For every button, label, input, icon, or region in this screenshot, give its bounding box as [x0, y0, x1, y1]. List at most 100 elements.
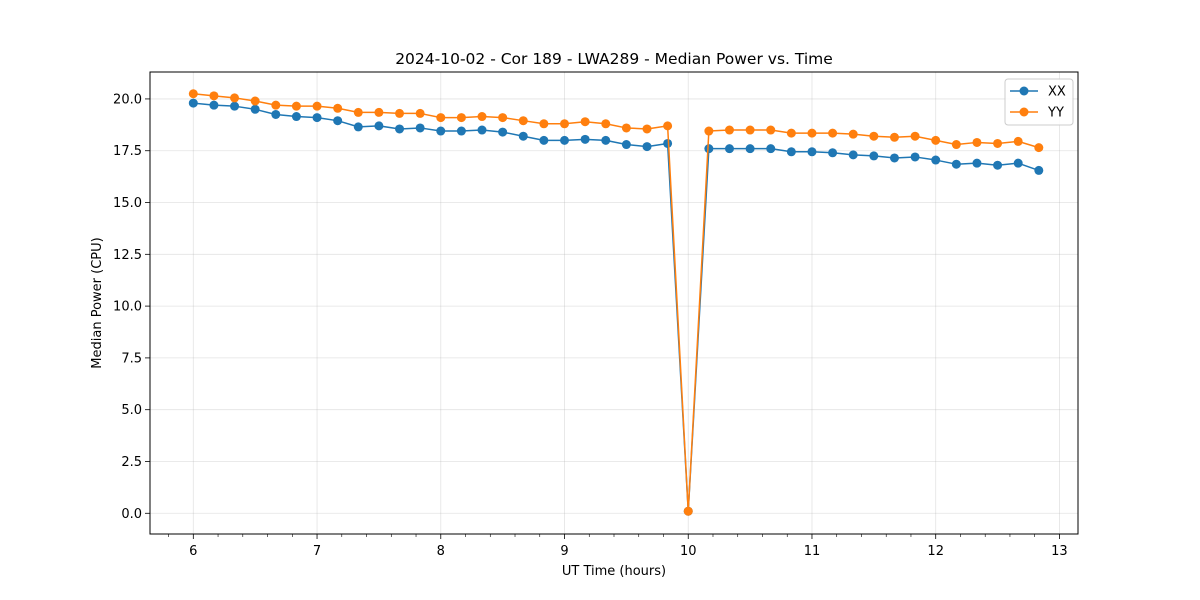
data-point-yy [663, 121, 673, 131]
chart-title: 2024-10-02 - Cor 189 - LWA289 - Median P… [395, 50, 833, 68]
data-point-xx [230, 101, 240, 111]
data-point-yy [518, 116, 528, 126]
data-point-yy [1013, 136, 1023, 146]
data-point-xx [395, 124, 405, 134]
data-point-xx [291, 112, 301, 122]
x-tick-label: 6 [189, 544, 197, 559]
legend-marker-yy [1019, 107, 1029, 117]
x-tick-label: 8 [437, 544, 445, 559]
y-tick-label: 12.5 [113, 248, 142, 263]
data-point-xx [518, 131, 528, 141]
legend-label-xx: XX [1048, 85, 1066, 100]
data-point-yy [271, 100, 281, 110]
data-point-xx [704, 144, 714, 154]
data-point-yy [1034, 143, 1044, 153]
x-tick-label: 11 [804, 544, 821, 559]
axis-ticks: 6 7 8 9 10 11 12 13 0.0 2.5 5.0 7.5 10.0 12.5 15.0 17.5… [113, 92, 1068, 559]
data-point-yy [580, 117, 590, 127]
data-point-yy [848, 129, 858, 139]
series-group [188, 89, 1044, 516]
data-point-yy [333, 103, 343, 113]
data-point-yy [786, 128, 796, 138]
data-point-xx [993, 160, 1003, 170]
data-point-xx [374, 121, 384, 131]
data-point-xx [353, 122, 363, 132]
data-point-yy [353, 107, 363, 117]
data-point-yy [230, 93, 240, 103]
data-point-xx [869, 151, 879, 161]
y-tick-label: 2.5 [121, 455, 142, 470]
legend-label-yy: YY [1047, 106, 1064, 121]
legend: XX YY [1004, 78, 1074, 126]
data-point-yy [374, 107, 384, 117]
y-tick-label: 10.0 [113, 300, 142, 315]
series-yy [188, 89, 1044, 516]
data-point-xx [848, 150, 858, 160]
x-axis-label: UT Time (hours) [562, 564, 666, 579]
data-point-yy [745, 125, 755, 135]
data-point-yy [312, 101, 322, 111]
data-point-yy [724, 125, 734, 135]
y-tick-label: 20.0 [113, 92, 142, 107]
data-point-yy [931, 135, 941, 145]
data-point-xx [250, 104, 260, 114]
y-tick-label: 7.5 [121, 351, 142, 366]
legend-marker-xx [1019, 86, 1029, 96]
data-point-yy [683, 506, 693, 516]
data-point-xx [951, 159, 961, 169]
y-tick-label: 15.0 [113, 196, 142, 211]
x-tick-label: 9 [560, 544, 568, 559]
data-point-yy [601, 119, 611, 129]
data-point-xx [745, 144, 755, 154]
data-point-xx [621, 140, 631, 150]
data-point-yy [869, 131, 879, 141]
data-point-xx [642, 142, 652, 152]
data-point-xx [436, 126, 446, 136]
data-point-xx [560, 135, 570, 145]
x-tick-label: 7 [313, 544, 321, 559]
data-point-xx [415, 123, 425, 133]
series-xx [188, 98, 1044, 516]
data-point-xx [766, 144, 776, 154]
data-point-xx [498, 127, 508, 137]
data-point-xx [333, 116, 343, 126]
data-point-xx [786, 147, 796, 157]
data-point-yy [828, 128, 838, 138]
data-point-yy [498, 113, 508, 123]
data-point-yy [395, 108, 405, 118]
data-point-yy [993, 138, 1003, 148]
data-point-yy [642, 124, 652, 134]
data-point-yy [436, 113, 446, 123]
data-point-yy [951, 140, 961, 150]
data-point-yy [291, 101, 301, 111]
data-point-xx [209, 100, 219, 110]
data-point-xx [889, 153, 899, 163]
y-tick-label: 0.0 [121, 507, 142, 522]
data-point-xx [188, 98, 198, 108]
data-point-xx [312, 113, 322, 123]
data-point-yy [889, 132, 899, 142]
grid-lines [150, 72, 1078, 534]
data-point-xx [828, 148, 838, 158]
data-point-xx [663, 138, 673, 148]
data-point-xx [1034, 165, 1044, 175]
data-point-xx [539, 135, 549, 145]
data-point-yy [415, 108, 425, 118]
data-point-yy [766, 125, 776, 135]
data-point-xx [477, 125, 487, 135]
data-point-yy [539, 119, 549, 129]
data-point-yy [910, 131, 920, 141]
x-tick-label: 10 [680, 544, 697, 559]
x-tick-label: 13 [1051, 544, 1068, 559]
data-point-yy [188, 89, 198, 99]
data-point-xx [910, 152, 920, 162]
data-point-xx [807, 147, 817, 157]
data-point-xx [580, 134, 590, 144]
data-point-yy [621, 123, 631, 133]
data-point-yy [209, 91, 219, 101]
data-point-xx [724, 144, 734, 154]
data-point-xx [1013, 158, 1023, 168]
data-point-yy [704, 126, 714, 136]
